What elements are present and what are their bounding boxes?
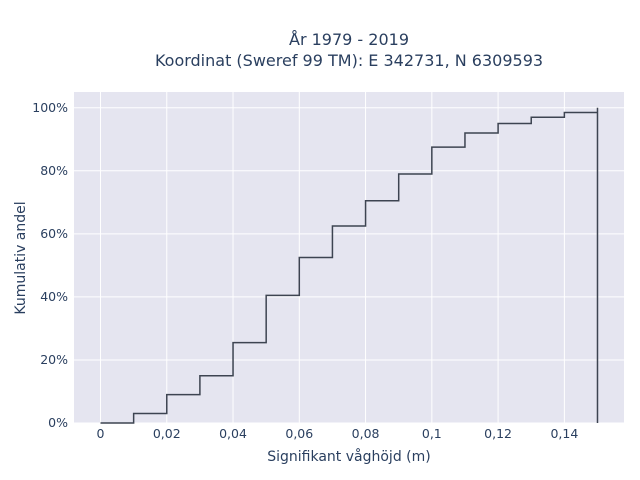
x-tick-label: 0,04	[219, 426, 247, 441]
y-tick-label: 80%	[40, 163, 68, 178]
x-tick-label: 0,06	[285, 426, 313, 441]
y-tick-label: 100%	[32, 100, 68, 115]
x-tick-label: 0,14	[550, 426, 578, 441]
x-tick-label: 0,08	[352, 426, 380, 441]
x-tick-label: 0,02	[153, 426, 181, 441]
series-line	[100, 107, 599, 424]
x-tick-label: 0,1	[422, 426, 442, 441]
chart-title-line2: Koordinat (Sweref 99 TM): E 342731, N 63…	[155, 51, 543, 70]
y-tick-label: 40%	[40, 289, 68, 304]
y-axis-ticks: 0% 20% 40% 60% 80% 100%	[32, 100, 68, 430]
y-tick-label: 0%	[48, 415, 68, 430]
x-axis-label: Signifikant våghöjd (m)	[267, 448, 430, 465]
x-axis-ticks: 0 0,02 0,04 0,06 0,08 0,1 0,12 0,14	[97, 426, 579, 441]
chart-title-line1: År 1979 - 2019	[289, 30, 409, 49]
y-tick-label: 20%	[40, 352, 68, 367]
x-tick-label: 0	[97, 426, 105, 441]
y-tick-label: 60%	[40, 226, 68, 241]
x-tick-label: 0,12	[484, 426, 512, 441]
y-axis-label: Kumulativ andel	[13, 201, 29, 314]
plot-area	[74, 92, 624, 423]
